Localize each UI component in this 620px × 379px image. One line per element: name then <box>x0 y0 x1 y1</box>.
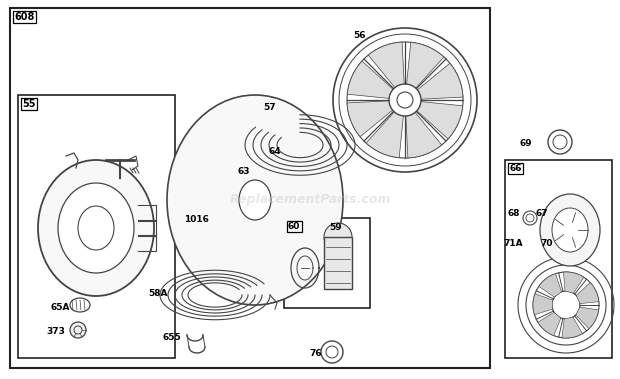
Polygon shape <box>368 42 404 88</box>
Circle shape <box>544 212 556 224</box>
Text: 65A: 65A <box>50 304 69 313</box>
Text: 655: 655 <box>162 334 182 343</box>
Polygon shape <box>407 42 444 88</box>
Text: ReplacementParts.com: ReplacementParts.com <box>229 194 391 207</box>
Text: 70: 70 <box>541 238 553 247</box>
Polygon shape <box>417 102 463 139</box>
Ellipse shape <box>58 183 134 273</box>
Polygon shape <box>538 312 561 336</box>
Polygon shape <box>562 317 582 338</box>
Text: 57: 57 <box>264 103 277 113</box>
Text: 373: 373 <box>46 327 66 337</box>
Ellipse shape <box>540 194 600 266</box>
Text: 1016: 1016 <box>184 216 208 224</box>
Bar <box>324 237 352 289</box>
Text: 59: 59 <box>330 222 342 232</box>
Text: 56: 56 <box>354 31 366 41</box>
Ellipse shape <box>167 95 343 305</box>
Text: 55: 55 <box>22 99 35 109</box>
Bar <box>18 95 175 358</box>
Text: 66: 66 <box>509 164 521 173</box>
Polygon shape <box>347 101 392 137</box>
Ellipse shape <box>239 180 271 220</box>
Text: 76: 76 <box>309 349 322 357</box>
Text: 60: 60 <box>288 222 300 231</box>
Text: 64: 64 <box>268 147 281 157</box>
Polygon shape <box>533 294 553 315</box>
Polygon shape <box>347 61 393 99</box>
Bar <box>284 218 370 308</box>
Polygon shape <box>564 272 584 293</box>
Ellipse shape <box>552 208 588 252</box>
Text: 608: 608 <box>14 12 34 22</box>
Text: 71A: 71A <box>503 238 523 247</box>
Text: 67: 67 <box>536 208 548 218</box>
Ellipse shape <box>38 160 154 296</box>
Text: 69: 69 <box>520 139 533 149</box>
Polygon shape <box>576 283 599 304</box>
Text: 63: 63 <box>237 168 250 177</box>
Text: 68: 68 <box>508 208 520 218</box>
Circle shape <box>389 84 421 116</box>
Polygon shape <box>366 112 404 158</box>
Polygon shape <box>539 274 562 297</box>
Polygon shape <box>417 63 463 99</box>
Polygon shape <box>406 113 441 158</box>
Bar <box>505 160 612 358</box>
Polygon shape <box>576 307 599 329</box>
Text: 58A: 58A <box>148 288 168 298</box>
Bar <box>10 8 490 368</box>
Circle shape <box>70 322 86 338</box>
Circle shape <box>324 223 352 251</box>
Circle shape <box>552 291 580 319</box>
